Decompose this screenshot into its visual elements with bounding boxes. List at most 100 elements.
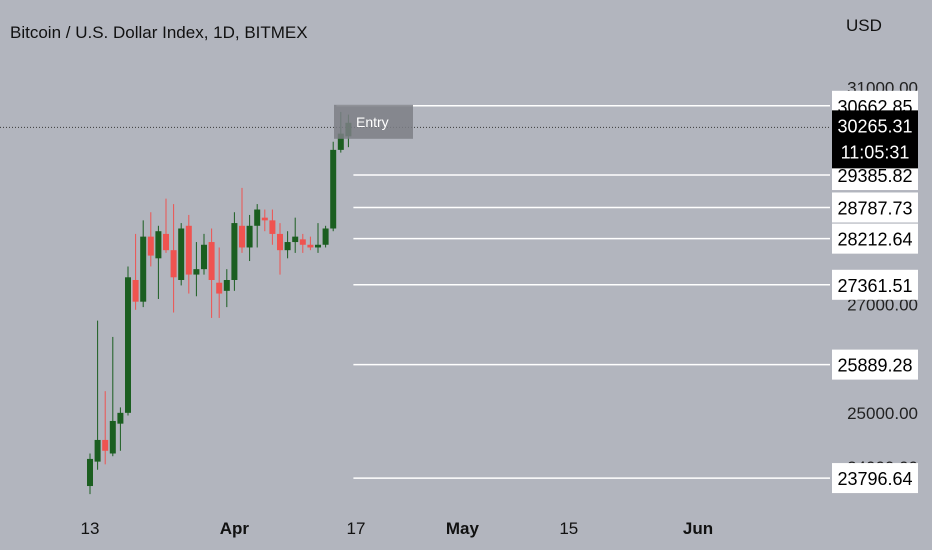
- candle: [132, 233, 139, 310]
- candle: [102, 391, 109, 465]
- candle-body: [155, 231, 162, 259]
- y-tick-label: 25000.00: [847, 404, 918, 423]
- candle-body: [246, 225, 253, 248]
- candle-body: [261, 217, 268, 221]
- candles: [87, 111, 352, 495]
- candle-body: [87, 458, 93, 487]
- level-label: 28787.73: [832, 192, 918, 223]
- candle: [125, 266, 131, 416]
- x-tick-label: 17: [347, 519, 366, 538]
- candle-body: [201, 244, 207, 270]
- current-price-tag: 30265.31 11:05:31: [832, 110, 918, 169]
- level-label-box: [832, 223, 918, 254]
- candle-body: [132, 280, 139, 302]
- candle-body: [125, 277, 131, 413]
- candle-body: [223, 280, 230, 291]
- x-tick-label: 13: [81, 519, 100, 538]
- candle-body: [322, 228, 329, 245]
- candle: [117, 407, 124, 451]
- candle: [185, 214, 192, 294]
- level-label-box: [832, 349, 918, 380]
- candle-body: [102, 439, 109, 451]
- candle-body: [337, 133, 344, 150]
- current-price-value: 30265.31: [837, 116, 912, 136]
- candle-body: [147, 236, 154, 256]
- entry-box-rect: [334, 104, 413, 139]
- candle: [322, 225, 329, 248]
- candle-body: [284, 242, 291, 251]
- level-label-text: 25889.28: [837, 356, 912, 376]
- level-label-text: 28787.73: [837, 198, 912, 218]
- x-axis-ticks: 13 Apr 17 May 15 Jun: [81, 519, 714, 538]
- y-tick-label: 27000.00: [847, 295, 918, 314]
- candle: [231, 212, 238, 291]
- currency-label: USD: [846, 16, 882, 35]
- candle-body: [277, 233, 283, 251]
- candle: [269, 209, 276, 245]
- candle: [147, 212, 154, 267]
- candle: [193, 242, 200, 297]
- candle: [94, 320, 101, 470]
- candle-body: [163, 233, 169, 251]
- entry-label: Entry: [356, 114, 389, 130]
- chart-title: Bitcoin / U.S. Dollar Index, 1D, BITMEX: [10, 23, 308, 42]
- candle: [330, 141, 337, 232]
- candle-body: [231, 223, 238, 280]
- candle: [261, 209, 268, 232]
- level-label: 27361.51: [832, 269, 918, 300]
- candle-body: [307, 244, 314, 248]
- candle-body: [216, 282, 223, 294]
- candle-body: [170, 250, 177, 278]
- candle-body: [94, 439, 101, 462]
- candle-body: [269, 220, 276, 234]
- candle-body: [109, 420, 116, 454]
- x-tick-label: 15: [559, 519, 578, 538]
- candle-body: [117, 412, 124, 424]
- candle-body: [140, 236, 147, 302]
- candle: [155, 225, 162, 299]
- candle-body: [185, 225, 192, 275]
- candle: [223, 269, 230, 308]
- candle: [109, 336, 116, 457]
- x-tick-label: May: [446, 519, 480, 538]
- candle-body: [299, 239, 306, 245]
- level-label-text: 28212.64: [837, 230, 912, 250]
- candle: [201, 233, 207, 275]
- x-tick-label: Apr: [220, 519, 250, 538]
- candle-body: [178, 228, 185, 280]
- candle: [170, 204, 177, 313]
- candle: [299, 233, 306, 253]
- candle-body: [292, 236, 299, 243]
- x-tick-label: Jun: [683, 519, 713, 538]
- candle-body: [239, 225, 245, 248]
- candle: [216, 247, 223, 318]
- level-label: 23796.64: [832, 463, 918, 494]
- candle: [208, 228, 215, 318]
- candle: [315, 223, 321, 253]
- candle-body: [208, 242, 215, 280]
- candle-body: [254, 209, 261, 226]
- level-label-box: [832, 192, 918, 223]
- level-label-text: 29385.82: [837, 166, 912, 186]
- entry-box[interactable]: Entry: [334, 104, 413, 139]
- candle: [284, 231, 291, 259]
- candle: [140, 220, 147, 308]
- candle: [254, 204, 261, 248]
- candle-body: [330, 149, 337, 229]
- level-label-text: 23796.64: [837, 469, 912, 489]
- candle-body: [315, 244, 321, 248]
- candle-body: [193, 269, 200, 275]
- candle: [246, 214, 253, 262]
- level-label-box: [832, 463, 918, 494]
- level-label-text: 27361.51: [837, 276, 912, 296]
- level-label-box: [832, 269, 918, 300]
- candle-countdown: 11:05:31: [841, 142, 910, 162]
- candle: [277, 223, 283, 275]
- candle: [292, 217, 299, 253]
- candle: [307, 236, 314, 251]
- current-price-tag-box: [832, 110, 918, 169]
- candle: [178, 223, 185, 286]
- level-label: 28212.64: [832, 223, 918, 254]
- candle: [239, 187, 245, 253]
